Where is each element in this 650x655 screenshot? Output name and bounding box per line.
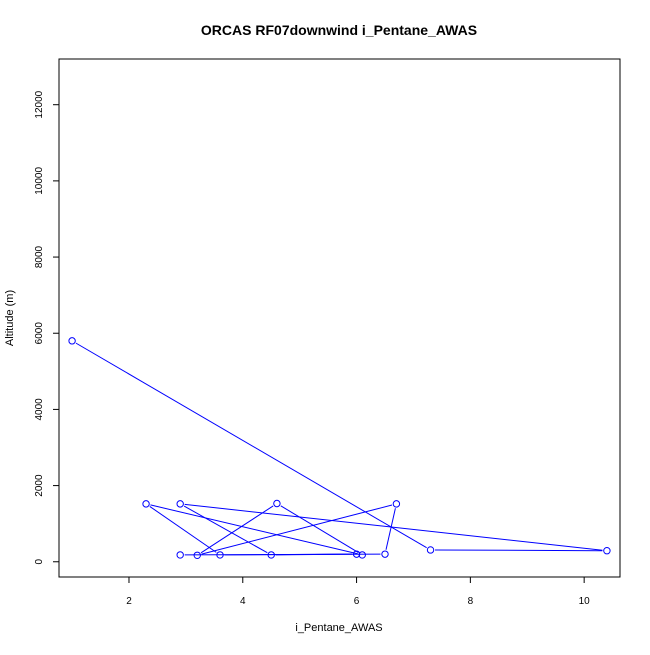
y-tick-label: 4000 (34, 398, 45, 421)
data-point (216, 551, 224, 559)
series-segment (150, 504, 358, 555)
data-point (267, 551, 275, 559)
y-axis-label: Altitude (m) (4, 290, 16, 346)
x-tick-label: 8 (468, 596, 474, 607)
plot-frame (58, 58, 621, 578)
data-point (273, 499, 281, 508)
data-point (142, 500, 150, 508)
series-segment (149, 506, 217, 553)
y-tick-label: 0 (34, 559, 45, 565)
data-point (426, 546, 435, 554)
y-tick-label: 6000 (34, 322, 45, 345)
series-segment (435, 549, 603, 552)
x-tick-label: 4 (240, 596, 246, 607)
data-point (68, 337, 76, 345)
x-axis-label: i_Pentane_AWAS (295, 622, 382, 634)
series-segment (200, 505, 274, 554)
data-point (358, 551, 366, 559)
series-segment (385, 508, 396, 550)
y-tick-label: 8000 (34, 245, 45, 268)
data-point (193, 551, 201, 559)
x-tick-label: 2 (126, 596, 132, 607)
series-segment (280, 505, 359, 554)
data-point (176, 500, 184, 508)
series-segment (184, 503, 603, 551)
y-tick-label: 12000 (34, 90, 45, 118)
data-point (176, 551, 184, 559)
series-layer (68, 337, 611, 559)
data-point (352, 550, 361, 558)
series-segment (201, 504, 393, 555)
series-segment (184, 553, 381, 556)
x-axis: 2 4 6 8 10 (126, 577, 590, 607)
data-point (603, 547, 611, 555)
y-tick-label: 10000 (34, 167, 45, 195)
series-segment (75, 342, 427, 549)
data-point (392, 500, 401, 508)
chart-title: ORCAS RF07downwind i_Pentane_AWAS (201, 22, 477, 38)
x-tick-label: 6 (354, 596, 360, 607)
y-axis: 0 2000 4000 6000 8000 10000 12000 (34, 90, 59, 565)
x-tick-label: 10 (579, 596, 591, 607)
series-segment (183, 505, 268, 554)
data-point (381, 550, 389, 558)
y-tick-label: 2000 (34, 474, 45, 497)
